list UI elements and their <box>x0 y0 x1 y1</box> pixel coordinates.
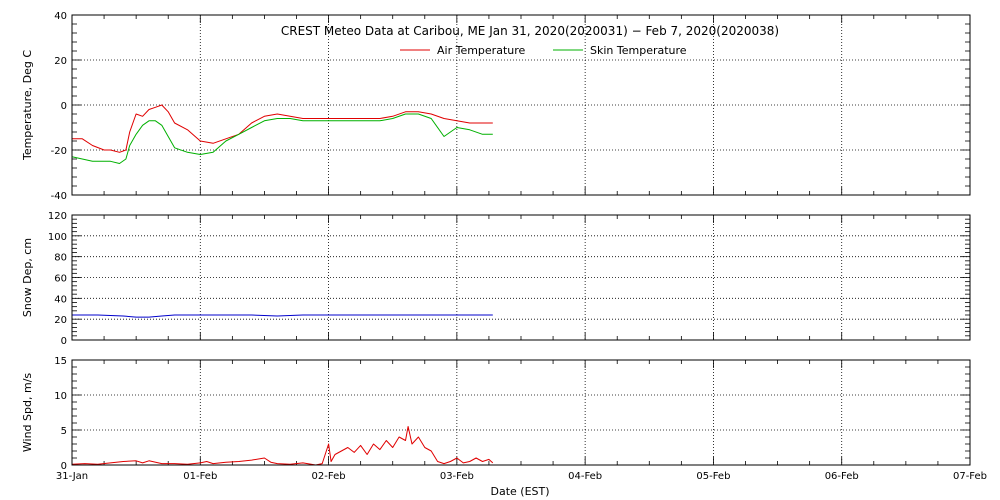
y-tick-label: 0 <box>61 101 67 112</box>
y-tick-label: 120 <box>48 211 67 222</box>
y-tick-label: 40 <box>54 11 67 22</box>
series-line-skin-temperature <box>71 113 493 164</box>
series-line-air-temperature <box>72 104 493 153</box>
y-tick-label: 0 <box>61 461 67 472</box>
y-tick-label: 80 <box>54 253 67 264</box>
x-tick-label: 07-Feb <box>953 471 987 482</box>
x-tick-label: 31-Jan <box>56 471 88 482</box>
x-tick-label: 06-Feb <box>825 471 859 482</box>
panel-frame <box>71 359 971 466</box>
panel-frame <box>71 214 971 341</box>
panel-frame <box>71 14 971 196</box>
chart-legend: Air Temperature Skin Temperature <box>400 44 687 57</box>
x-axis-title: Date (EST) <box>490 485 549 498</box>
panel-wind-spd-m-s: 0 5 10 15 Wind Spd, m/s <box>21 356 971 472</box>
chart-title: CREST Meteo Data at Caribou, ME Jan 31, … <box>281 24 779 38</box>
x-tick-label: 05-Feb <box>696 471 730 482</box>
series-line-snow-depth <box>72 314 493 318</box>
y-tick-label: 15 <box>54 356 67 367</box>
x-tick-label: 04-Feb <box>568 471 602 482</box>
y-tick-label: -40 <box>51 191 67 202</box>
y-axis-title-wind-spd-m-s: Wind Spd, m/s <box>21 373 34 453</box>
chart-panels: -40 -20 0 20 40 Temperature, Deg C 0 20 40 60 80 10… <box>21 11 987 482</box>
y-tick-label: 100 <box>48 232 67 243</box>
y-tick-label: 20 <box>54 315 67 326</box>
y-tick-label: 60 <box>54 274 67 285</box>
x-tick-label: 03-Feb <box>440 471 474 482</box>
y-axis-title-snow-dep-cm: Snow Dep, cm <box>21 238 34 317</box>
y-tick-label: 10 <box>54 391 67 402</box>
x-tick-label: 02-Feb <box>312 471 346 482</box>
y-tick-label: 40 <box>54 294 67 305</box>
y-tick-label: 20 <box>54 56 67 67</box>
series-line-wind-speed <box>71 426 494 466</box>
legend-label-skin-temperature: Skin Temperature <box>590 44 687 57</box>
panel-temperature-deg-c: -40 -20 0 20 40 Temperature, Deg C <box>21 11 971 202</box>
y-tick-label: 5 <box>61 426 67 437</box>
y-axis-title-temperature-deg-c: Temperature, Deg C <box>21 50 34 161</box>
x-tick-label: 01-Feb <box>183 471 217 482</box>
panel-snow-dep-cm: 0 20 40 60 80 100 120 Snow Dep, cm <box>21 211 971 347</box>
legend-label-air-temperature: Air Temperature <box>437 44 526 57</box>
y-tick-label: -20 <box>51 146 67 157</box>
y-tick-label: 0 <box>61 336 67 347</box>
